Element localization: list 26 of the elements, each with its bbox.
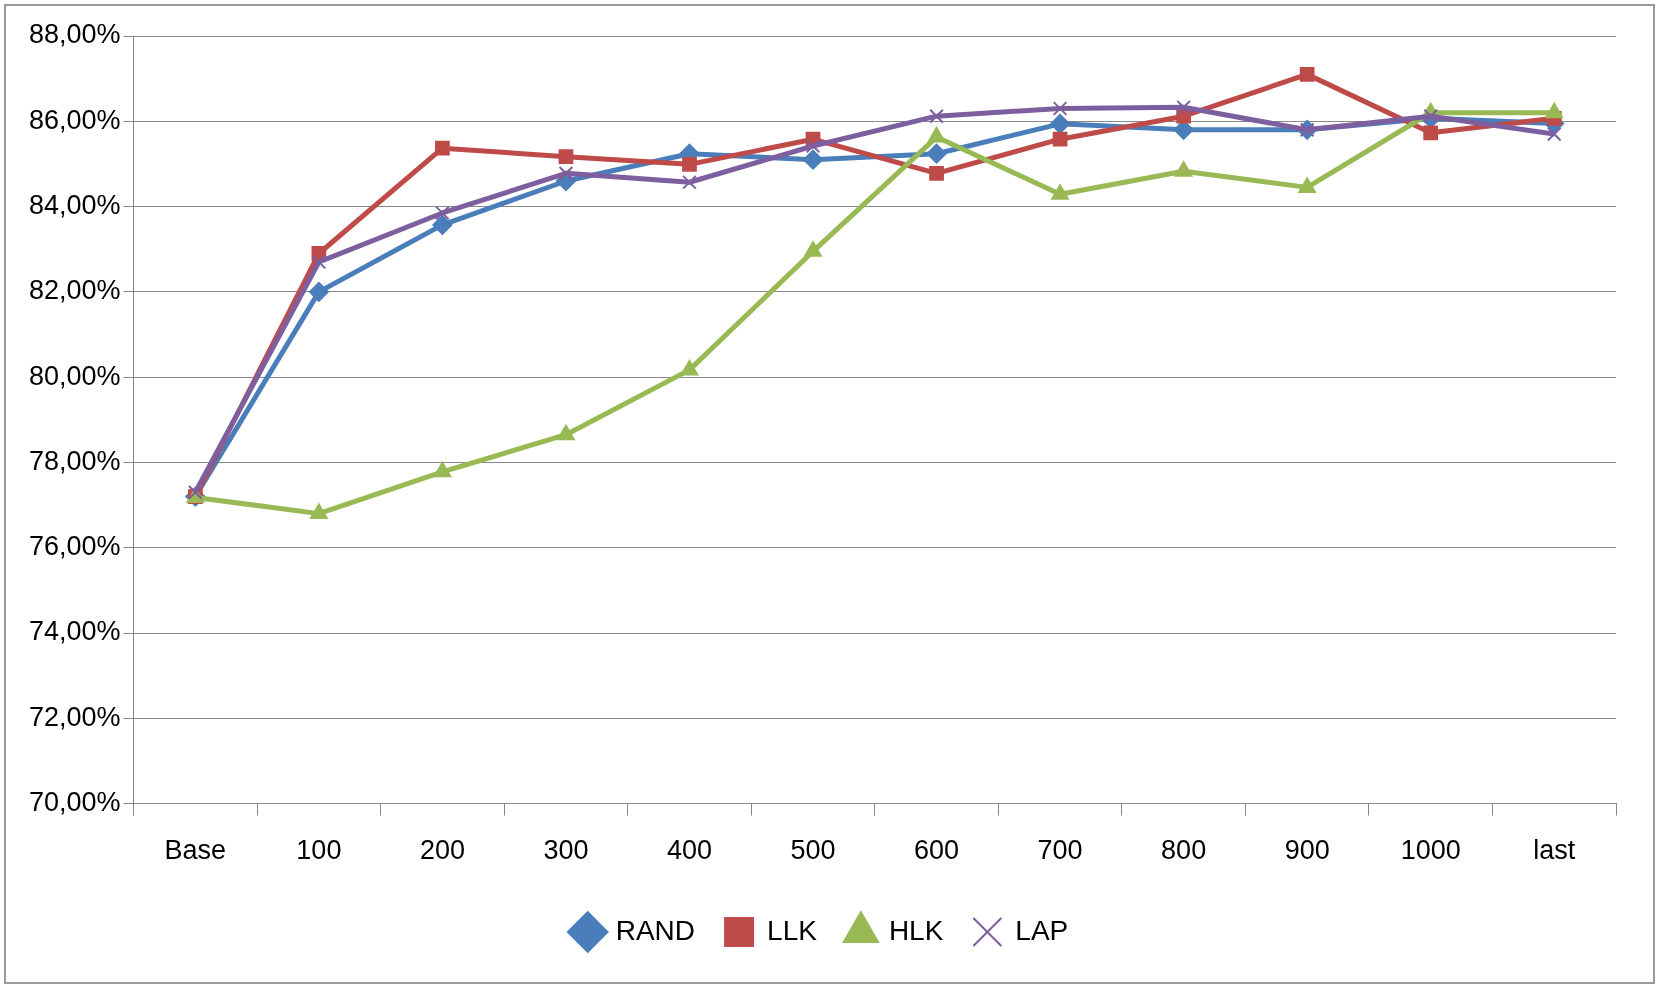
x-tick-label: 100 bbox=[296, 835, 342, 866]
x-tick-label: last bbox=[1533, 835, 1576, 866]
x-tick-label: 400 bbox=[666, 835, 713, 866]
y-tick-label: 88,00% bbox=[29, 19, 121, 50]
x-tick-label: Base bbox=[164, 835, 227, 866]
legend-label: LLK bbox=[767, 914, 818, 946]
x-tick-label: 600 bbox=[914, 835, 960, 866]
y-tick-label: 76,00% bbox=[29, 531, 121, 562]
y-tick-label: 84,00% bbox=[29, 190, 121, 221]
x-tick-label: 200 bbox=[419, 835, 465, 866]
x-tick-label: 500 bbox=[790, 835, 836, 866]
x-tick-label: 800 bbox=[1161, 835, 1207, 866]
y-tick-label: 78,00% bbox=[29, 445, 121, 476]
x-tick-label: 1000 bbox=[1400, 835, 1461, 866]
x-tick-label: 300 bbox=[543, 835, 589, 866]
y-tick-label: 86,00% bbox=[29, 104, 121, 135]
y-tick-label: 74,00% bbox=[29, 616, 121, 647]
legend-label: RAND bbox=[615, 914, 696, 946]
x-tick-label: 700 bbox=[1037, 835, 1083, 866]
y-tick-label: 72,00% bbox=[29, 701, 121, 732]
y-tick-label: 82,00% bbox=[29, 275, 121, 306]
legend-label: LAP bbox=[1015, 914, 1069, 946]
y-tick-label: 80,00% bbox=[29, 360, 121, 391]
legend-label: HLK bbox=[888, 914, 944, 946]
x-tick-label: 900 bbox=[1284, 835, 1330, 866]
y-tick-label: 70,00% bbox=[29, 787, 121, 818]
